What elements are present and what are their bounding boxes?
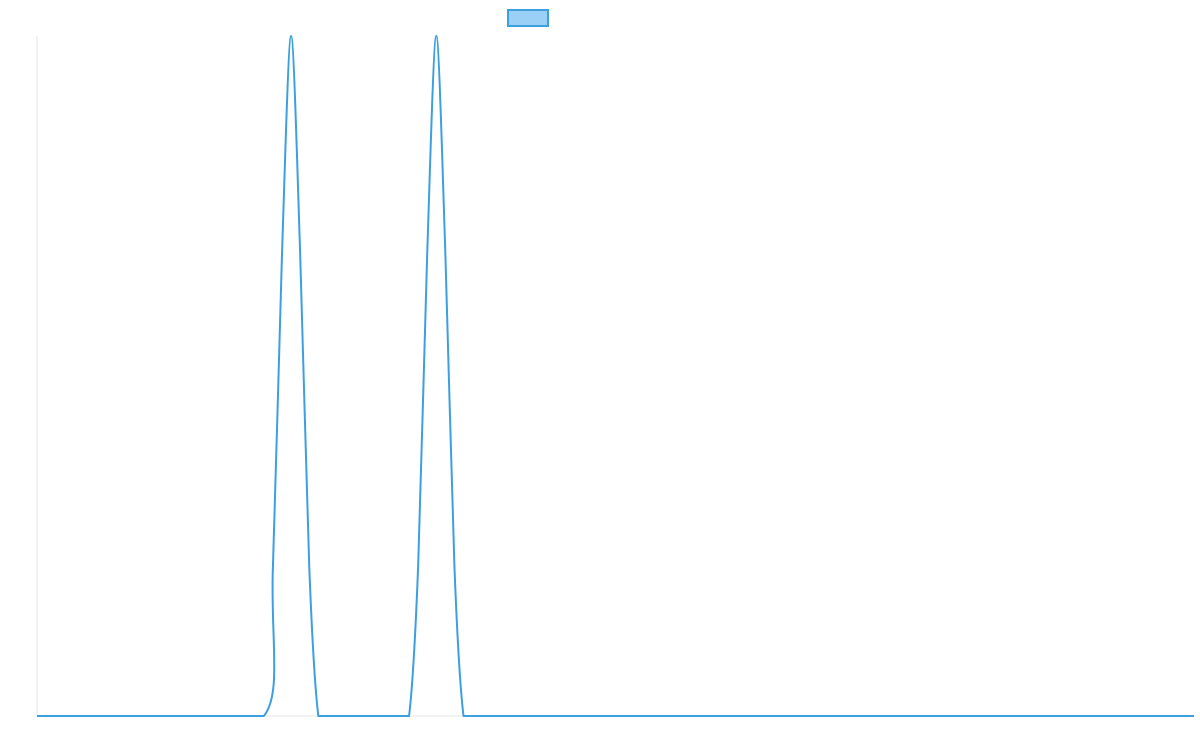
data-point[interactable]	[461, 713, 467, 719]
data-point[interactable]	[279, 251, 285, 257]
data-point[interactable]	[306, 563, 312, 569]
data-point[interactable]	[442, 251, 448, 257]
series-layer	[34, 33, 1197, 719]
data-point[interactable]	[147, 713, 153, 719]
legend-swatch[interactable]	[507, 9, 549, 27]
data-point[interactable]	[941, 713, 947, 719]
data-point[interactable]	[433, 33, 439, 39]
data-point[interactable]	[333, 713, 339, 719]
data-point[interactable]	[415, 563, 421, 569]
data-point[interactable]	[1191, 713, 1197, 719]
legend[interactable]	[507, 9, 549, 27]
data-point[interactable]	[406, 713, 412, 719]
data-point[interactable]	[424, 251, 430, 257]
data-point[interactable]	[470, 713, 476, 719]
data-point[interactable]	[270, 563, 276, 569]
data-point[interactable]	[397, 713, 403, 719]
data-point[interactable]	[715, 713, 721, 719]
data-point[interactable]	[297, 251, 303, 257]
data-point[interactable]	[451, 563, 457, 569]
data-point[interactable]	[34, 713, 40, 719]
data-point[interactable]	[288, 33, 294, 39]
data-point[interactable]	[374, 713, 380, 719]
data-point[interactable]	[261, 713, 267, 719]
data-point[interactable]	[324, 713, 330, 719]
series-line-0	[37, 35, 1194, 717]
data-point[interactable]	[488, 713, 494, 719]
data-point[interactable]	[315, 713, 321, 719]
